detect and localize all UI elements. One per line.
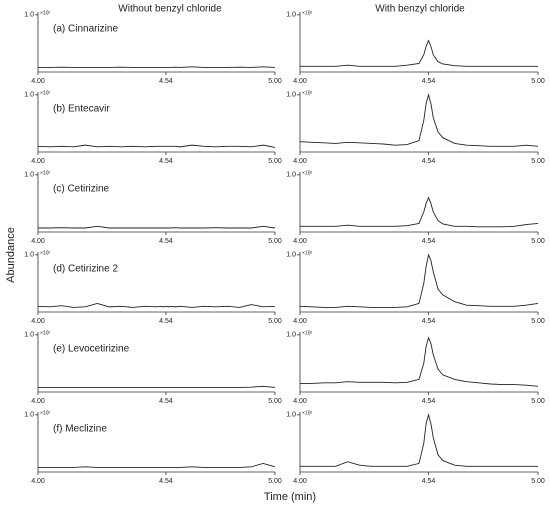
x-tick-label: 4.54	[159, 398, 173, 405]
x-tick-label: 4.54	[422, 78, 436, 85]
x-tick-label: 4.54	[422, 158, 436, 165]
y-multiplier: ×10²	[302, 10, 312, 16]
y-multiplier: ×10²	[302, 410, 312, 416]
x-tick-label: 5.00	[268, 398, 282, 405]
y-tick-label: 1.0	[286, 252, 296, 259]
x-tick-label: 5.00	[531, 318, 545, 325]
x-tick-label: 4.54	[159, 78, 173, 85]
x-tick-label: 4.54	[422, 478, 436, 485]
x-tick-label: 4.00	[31, 478, 45, 485]
column-title: With benzyl chloride	[375, 4, 465, 15]
y-tick-label: 1.0	[24, 252, 34, 259]
x-tick-label: 4.54	[159, 318, 173, 325]
x-tick-label: 4.54	[422, 318, 436, 325]
x-tick-label: 4.00	[31, 318, 45, 325]
x-tick-label: 4.00	[293, 398, 307, 405]
x-tick-label: 4.00	[31, 78, 45, 85]
y-tick-label: 1.0	[286, 12, 296, 19]
trace-line	[38, 66, 276, 68]
trace-line	[38, 462, 276, 468]
x-tick-label: 5.00	[268, 158, 282, 165]
y-multiplier: ×10²	[40, 410, 50, 416]
column-title: Without benzyl chloride	[118, 4, 222, 15]
y-tick-label: 1.0	[286, 332, 296, 339]
x-tick-label: 4.00	[31, 238, 45, 245]
x-tick-label: 4.00	[293, 478, 307, 485]
x-axis-label: Time (min)	[264, 491, 316, 503]
x-tick-label: 4.54	[422, 398, 436, 405]
y-axis-label: Abundance	[5, 227, 17, 283]
y-multiplier: ×10²	[40, 250, 50, 256]
x-tick-label: 4.00	[31, 398, 45, 405]
x-tick-label: 4.00	[31, 158, 45, 165]
y-tick-label: 1.0	[286, 412, 296, 419]
panel-label: (e) Levocetirizine	[53, 344, 130, 355]
y-tick-label: 1.0	[24, 412, 34, 419]
x-tick-label: 5.00	[268, 478, 282, 485]
y-tick-label: 1.0	[24, 12, 34, 19]
x-tick-label: 5.00	[268, 238, 282, 245]
y-multiplier: ×10²	[302, 170, 312, 176]
x-tick-label: 4.00	[293, 78, 307, 85]
trace-line	[299, 93, 539, 147]
x-tick-label: 4.54	[159, 158, 173, 165]
y-multiplier: ×10²	[302, 330, 312, 336]
trace-line	[38, 225, 276, 229]
trace-line	[38, 385, 276, 388]
y-tick-label: 1.0	[24, 332, 34, 339]
y-multiplier: ×10²	[40, 10, 50, 16]
y-multiplier: ×10²	[40, 90, 50, 96]
panel-label: (f) Meclizine	[53, 424, 107, 435]
y-multiplier: ×10²	[40, 170, 50, 176]
y-tick-label: 1.0	[286, 92, 296, 99]
panel-label: (c) Cetirizine	[53, 184, 110, 195]
x-tick-label: 4.54	[159, 478, 173, 485]
y-multiplier: ×10²	[302, 90, 312, 96]
x-tick-label: 5.00	[531, 478, 545, 485]
y-multiplier: ×10²	[40, 330, 50, 336]
trace-line	[37, 144, 276, 148]
x-tick-label: 4.00	[293, 238, 307, 245]
x-tick-label: 4.00	[293, 318, 307, 325]
trace-line	[300, 413, 538, 467]
panel-label: (d) Cetirizine 2	[53, 264, 118, 275]
trace-line	[300, 196, 539, 228]
x-tick-label: 4.54	[422, 238, 436, 245]
x-tick-label: 4.54	[159, 238, 173, 245]
y-multiplier: ×10²	[302, 250, 312, 256]
panel-label: (a) Cinnarizine	[53, 24, 118, 35]
y-tick-label: 1.0	[286, 172, 296, 179]
trace-line	[300, 336, 539, 387]
y-tick-label: 1.0	[24, 92, 34, 99]
x-tick-label: 5.00	[531, 398, 545, 405]
x-tick-label: 5.00	[531, 78, 545, 85]
y-tick-label: 1.0	[24, 172, 34, 179]
trace-line	[299, 253, 539, 308]
x-tick-label: 5.00	[531, 158, 545, 165]
x-tick-label: 5.00	[268, 318, 282, 325]
trace-line	[300, 39, 538, 67]
x-tick-label: 5.00	[268, 78, 282, 85]
trace-line	[37, 302, 276, 308]
x-tick-label: 4.00	[293, 158, 307, 165]
panel-label: (b) Entecavir	[53, 104, 110, 115]
x-tick-label: 5.00	[531, 238, 545, 245]
